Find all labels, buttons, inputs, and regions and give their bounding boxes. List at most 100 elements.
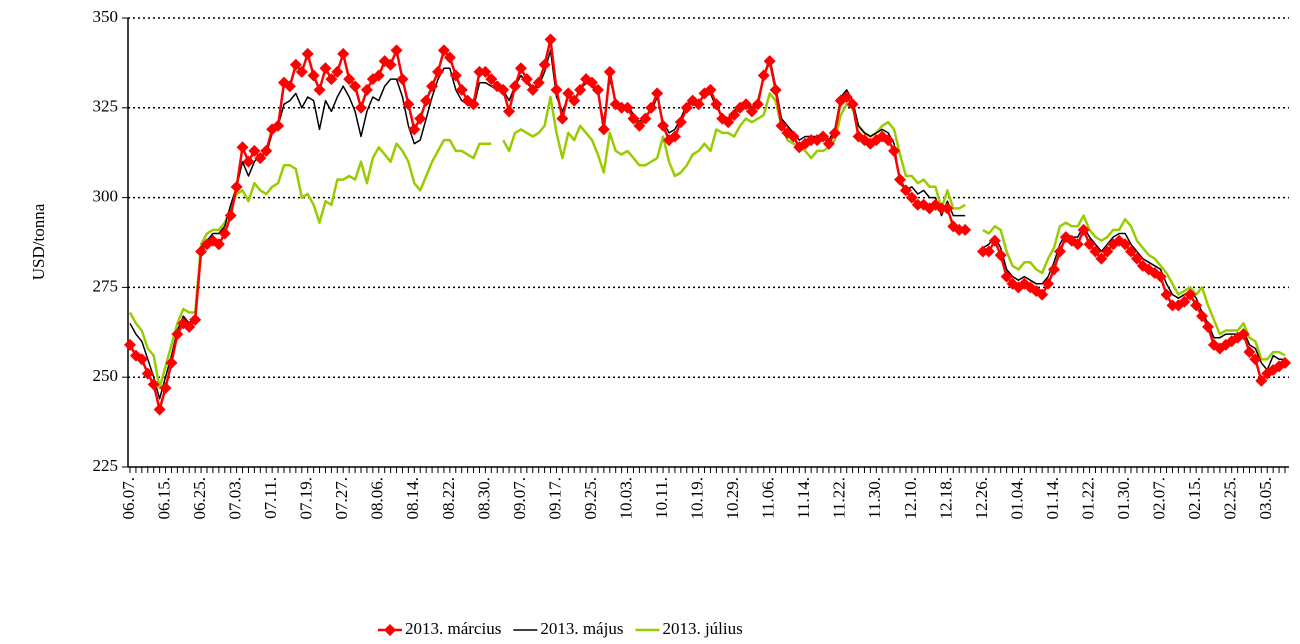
marker [668,130,681,143]
marker [905,191,918,204]
marker [325,73,338,86]
marker [899,184,912,197]
marker [224,209,237,222]
x-tick-label: 06.15. [154,477,173,520]
marker [349,80,362,93]
marker [888,144,901,157]
marker [751,98,764,111]
marker [254,152,267,165]
marker [1130,252,1143,265]
marker [1125,245,1137,258]
y-tick-label: 250 [93,366,119,385]
marker [1202,320,1214,333]
marker [544,33,557,46]
marker [147,378,160,391]
marker [307,69,320,82]
marker [520,73,533,86]
marker [787,130,800,143]
x-tick-label: 02.15. [1185,477,1204,520]
marker [1190,299,1203,312]
marker [396,73,409,86]
marker [1083,238,1096,251]
marker [574,83,587,96]
marker [509,80,521,93]
marker [894,173,906,186]
x-tick-label: 07.03. [226,477,245,520]
marker [941,202,954,215]
marker [449,69,462,82]
marker [390,44,403,57]
legend-marker [384,624,396,636]
marker [165,356,178,369]
marker [817,130,829,143]
marker [1249,353,1262,366]
marker [1089,245,1102,258]
marker [1053,245,1066,258]
marker [532,76,545,89]
marker [775,119,788,132]
marker [769,83,782,96]
marker [301,47,314,60]
marker [988,234,1001,247]
x-tick-label: 01.22. [1078,477,1097,520]
marker [603,65,616,78]
marker [1077,223,1090,236]
marker [414,112,427,125]
marker [586,76,598,89]
marker [343,73,356,86]
marker [550,83,563,96]
marker [479,65,492,78]
marker [657,119,670,132]
x-tick-label: 02.25. [1221,477,1240,520]
marker [1000,270,1013,283]
marker [195,245,208,258]
marker [384,58,397,71]
marker [704,83,717,96]
marker [651,87,664,100]
x-tick-label: 07.27. [332,477,351,520]
marker [260,144,273,157]
x-tick-label: 06.25. [190,477,209,520]
x-tick-label: 09.07. [510,477,529,520]
marker [846,98,859,111]
marker [745,105,758,118]
marker [313,83,326,96]
marker [633,119,646,132]
marker [1071,238,1084,251]
x-tick-label: 11.30. [865,477,884,519]
x-tick-label: 08.22. [439,477,458,520]
marker [645,101,658,114]
marker [1255,374,1268,387]
x-tick-label: 06.07. [119,477,138,520]
marker [1095,252,1108,265]
marker [556,112,569,125]
marker [514,62,527,75]
x-tick-label: 07.11. [261,477,280,519]
marker [183,320,196,333]
marker [432,65,444,78]
x-tick-label: 12.18. [936,477,955,520]
marker [242,155,255,168]
marker [1243,346,1256,359]
x-tick-label: 11.22. [830,477,849,519]
x-tick-label: 11.14. [794,477,813,519]
x-tick-label: 02.07. [1150,477,1169,520]
marker [319,62,332,75]
marker [994,249,1007,262]
y-tick-label: 300 [93,187,119,206]
marker [822,137,835,150]
x-tick-label: 07.19. [297,477,316,520]
marker [171,328,184,341]
marker [360,83,373,96]
marker [828,126,841,139]
x-tick-label: 01.04. [1007,477,1026,520]
marker [728,108,741,121]
marker [1237,328,1250,341]
x-tick-label: 08.14. [403,477,422,520]
marker [1160,288,1173,301]
marker [331,65,344,78]
marker [722,116,735,129]
marker [124,338,136,351]
marker [153,403,166,416]
marker [420,94,433,107]
